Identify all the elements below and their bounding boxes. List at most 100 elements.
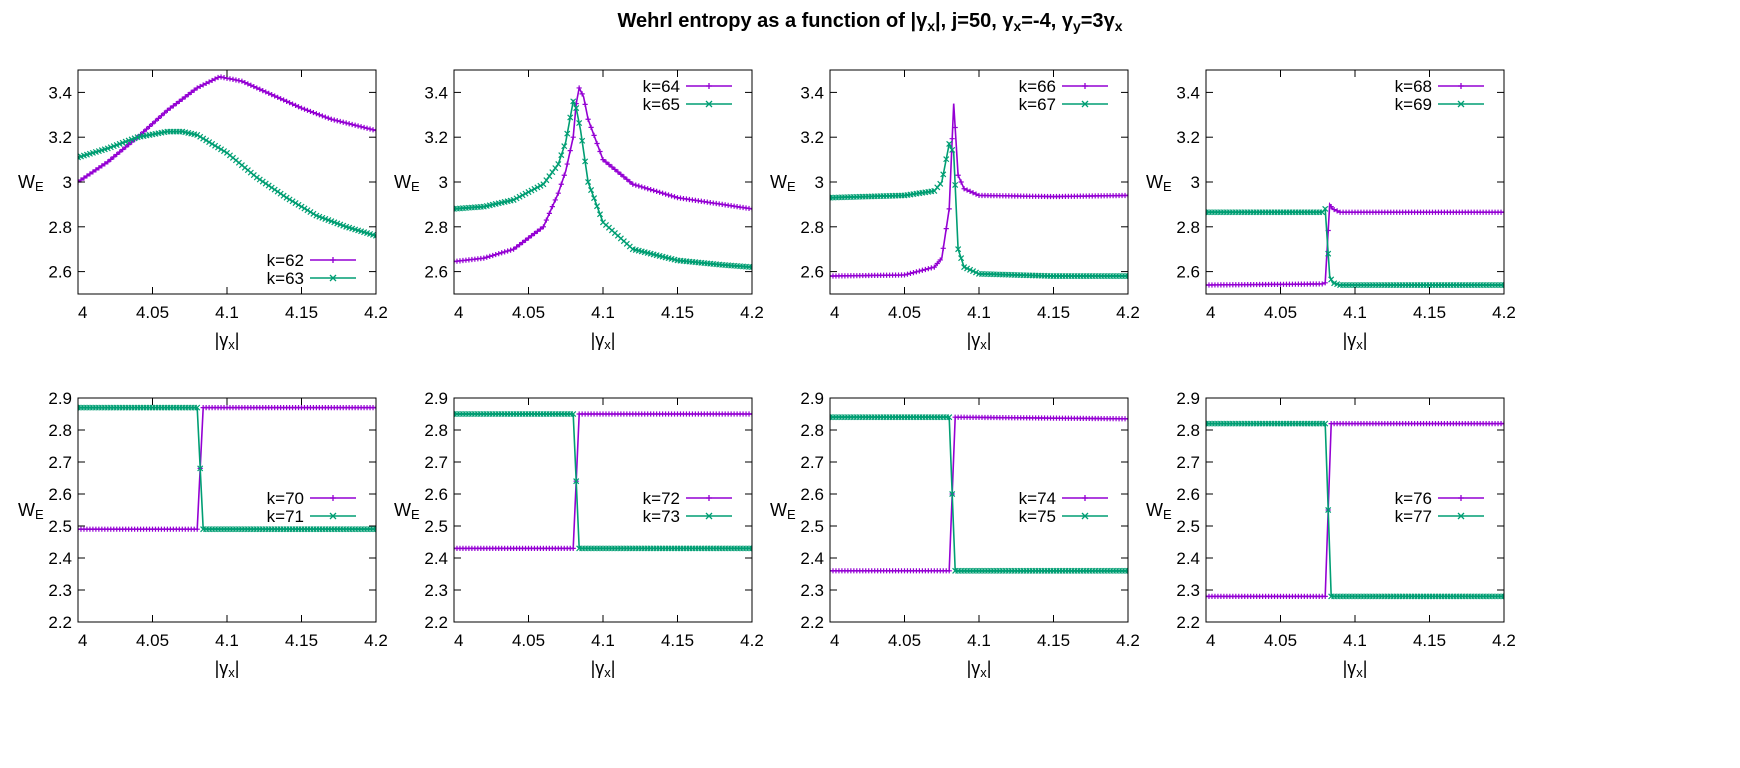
data-point [513,244,520,250]
data-point [579,137,586,144]
y-axis-label: WE [1146,172,1172,194]
data-point [505,248,511,254]
x-tick-label: 4 [830,631,839,650]
panel-1: 4 4.05 4.1 4.15 4.22.62.833.23.4|γx|WEk=62k=… [18,69,388,352]
data-point [292,200,299,207]
label-sub: E [787,179,796,194]
data-point [594,203,601,210]
data-point [167,105,173,111]
data-point [910,270,917,276]
data-point [567,114,574,121]
x-axis-label: |γx| [215,658,240,680]
series-line-k=77 [1206,422,1504,598]
data-point [1322,420,1329,427]
legend-marker [1081,100,1089,108]
data-point [913,269,920,275]
plot-area [78,74,376,239]
legend: k=68k=69 [1395,77,1484,114]
title-segment: x [1115,18,1123,34]
legend-marker [706,495,712,501]
data-point [552,197,558,203]
x-tick-label: 4 [78,303,87,322]
title-segment: =3 [1081,10,1104,32]
data-point [212,76,218,82]
data-point [519,239,526,246]
data-point [143,126,150,132]
y-tick-label: 3.2 [424,128,448,147]
plot-area [1206,420,1504,600]
label-main: |γ [215,330,229,350]
y-tick-label: 2.9 [1176,389,1200,408]
y-tick-label: 2.2 [424,613,448,632]
data-point [271,186,278,193]
data-point [322,114,328,120]
data-point [967,266,974,273]
legend-marker [705,100,713,108]
series-markers-k=74 [830,414,1128,574]
data-point [543,177,550,184]
legend-label: k=70 [267,489,304,508]
data-point [340,119,346,125]
data-point [1125,192,1128,199]
data-point [937,257,943,263]
data-point [609,164,615,170]
x-tick-label: 4.05 [1264,631,1297,650]
label-sub: x [604,337,611,352]
plot-area [454,410,752,552]
data-point [540,181,547,188]
data-point [295,201,302,208]
data-point [567,148,573,154]
x-axis-label: |γx| [1343,330,1368,352]
data-point [511,246,517,252]
label-sub: x [980,665,987,680]
data-point [1331,206,1337,213]
label-sub: E [1163,179,1172,194]
data-point [600,157,606,163]
data-point [215,144,222,151]
x-tick-label: 4.15 [1413,303,1446,322]
series-markers-k=68 [1206,204,1504,288]
label-end: | [611,658,616,678]
y-tick-label: 2.5 [800,517,824,536]
data-point [367,126,373,132]
data-point [573,478,580,485]
data-point [280,192,287,199]
y-tick-label: 2.5 [424,517,448,536]
x-tick-label: 4.2 [1116,631,1140,650]
title-segment: γ [1104,10,1116,32]
data-point [522,237,529,243]
panels: 4 4.05 4.1 4.15 4.22.62.833.23.4|γx|WEk=62k=… [18,69,1516,680]
data-point [197,133,204,140]
data-point [528,187,535,194]
data-point [949,136,955,142]
data-point [355,123,361,129]
y-tick-label: 2.8 [48,218,72,237]
series-line-k=66 [830,103,1128,277]
title-segment: x [927,18,935,34]
legend-label: k=67 [1019,95,1056,114]
data-point [606,161,612,168]
data-point [970,268,977,275]
data-point [648,187,654,193]
series-markers-k=64 [454,85,752,265]
legend-label: k=77 [1395,507,1432,526]
data-point [218,146,225,153]
x-tick-label: 4.2 [1492,631,1516,650]
series-line-k=70 [78,406,376,531]
title-segment: γ [1062,10,1074,32]
data-point [1501,421,1504,427]
data-point [510,196,517,203]
data-point [519,192,526,199]
x-tick-label: 4.05 [512,303,545,322]
data-point [206,139,213,146]
label-main: |γ [1343,658,1357,678]
data-point [242,79,248,86]
label-main: W [1146,500,1163,520]
y-tick-label: 3.4 [424,83,448,102]
data-point [1125,416,1128,422]
panel-7: 4 4.05 4.1 4.15 4.2 2.2 2.3 2.4 2.5 2.6 2.7 2.8 2.9 |… [770,389,1140,680]
data-point [194,85,200,91]
y-tick-label: 2.2 [800,613,824,632]
series-line-k=71 [78,406,376,531]
